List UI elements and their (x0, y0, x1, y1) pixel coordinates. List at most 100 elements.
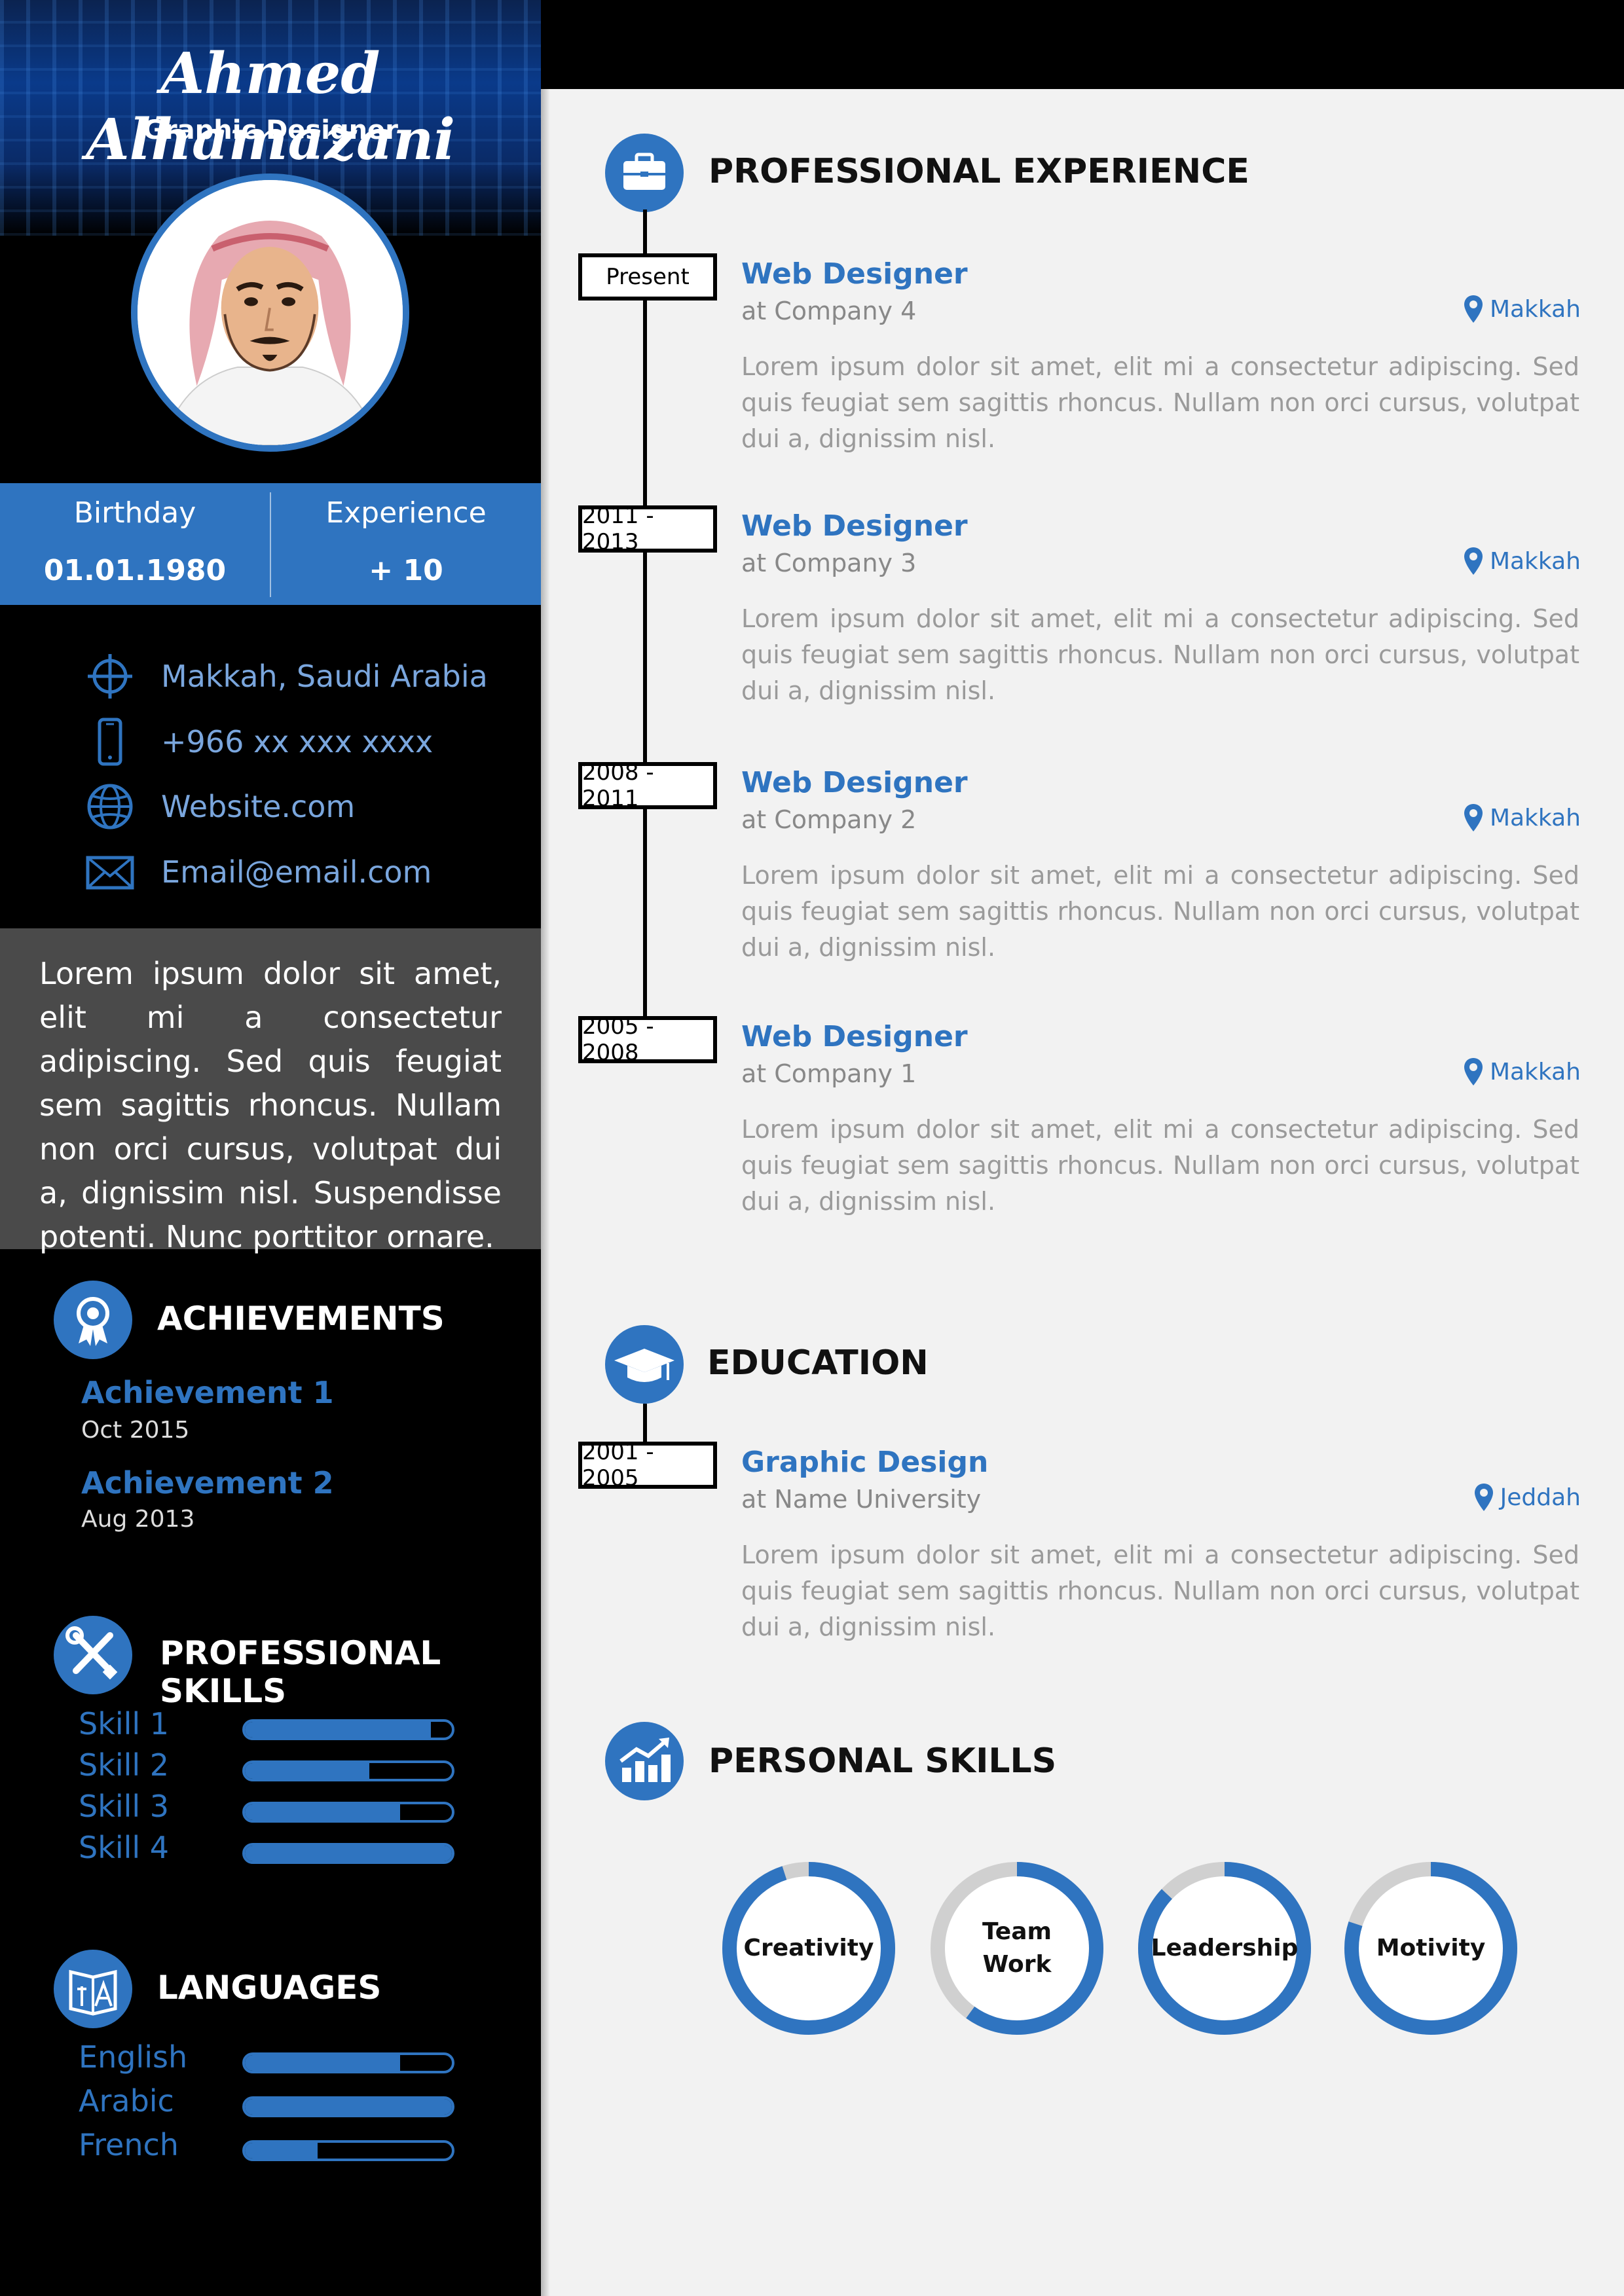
briefcase-icon (605, 134, 684, 212)
achievement-date: Oct 2015 (81, 1417, 190, 1444)
about-section: Lorem ipsum dolor sit amet, elit mi a co… (0, 928, 541, 1254)
skill-bar-fill (245, 1846, 452, 1861)
skill-donut: Creativity (717, 1857, 900, 2040)
entry-organization: at Company 1 (741, 1059, 917, 1088)
achievement-title: Achievement 1 (81, 1375, 334, 1410)
skill-donut: Motivity (1339, 1857, 1522, 2040)
skill-row: English (79, 2039, 471, 2079)
map-pin-icon (1464, 547, 1483, 575)
skill-row: Arabic (79, 2083, 471, 2123)
birthday-label: Birthday (73, 496, 196, 530)
column-shadow (541, 89, 550, 2296)
skill-bar-fill (245, 2143, 318, 2159)
skill-bar (242, 2096, 454, 2117)
entry-description: Lorem ipsum dolor sit amet, elit mi a co… (741, 604, 1579, 705)
skill-label: French (79, 2127, 179, 2162)
ribbon-icon (54, 1281, 132, 1359)
contact-website: Website.com (85, 780, 530, 833)
skill-bar-fill (245, 2055, 400, 2071)
skill-bar-fill (245, 1763, 369, 1779)
map-pin-icon (1474, 1484, 1493, 1511)
skill-label: Skill 1 (79, 1706, 170, 1741)
map-pin-icon (1464, 1058, 1483, 1085)
experience-value: + 10 (369, 554, 443, 587)
timeline-date: Present (578, 253, 717, 301)
location-label: Jeddah (1500, 1484, 1581, 1511)
skill-donut: Leadership (1133, 1857, 1316, 2040)
professional-skills-heading: PROFESSIONAL SKILLS (160, 1634, 441, 1710)
personal-skills-heading: PERSONAL SKILLS (709, 1741, 1057, 1781)
entry-location: Makkah (1462, 1057, 1581, 1087)
skill-bar (242, 1719, 454, 1740)
sidebar: Ahmed Alhamazani Graphic Designer Birthd… (0, 0, 541, 2296)
top-bar (541, 0, 1624, 89)
contact-phone: +966 xx xxx xxxx (85, 716, 530, 768)
person-name: Ahmed Alhamazani (85, 41, 456, 173)
donut-arc (931, 1862, 1103, 2035)
skill-bar (242, 2052, 454, 2073)
skill-bar-fill (245, 2099, 452, 2115)
avatar (131, 173, 409, 452)
entry-description: Lorem ipsum dolor sit amet, elit mi a co… (741, 1115, 1579, 1216)
languages-heading: LANGUAGES (157, 1969, 382, 2007)
person-title: Graphic Designer (143, 115, 398, 145)
map-pin-icon (1464, 804, 1483, 831)
growth-chart-icon (605, 1722, 684, 1800)
entry-organization: at Company 4 (741, 297, 917, 325)
entry-title: Web Designer (741, 509, 968, 543)
education-timeline (643, 1404, 647, 1447)
stats-bar: Birthday 01.01.1980 Experience + 10 (0, 483, 541, 605)
donut-arc (722, 1862, 895, 2035)
email-text[interactable]: Email@email.com (161, 854, 432, 890)
donut-label: Team Work (982, 1918, 1052, 1978)
donut-arc (1138, 1862, 1311, 2035)
map-pin-icon (1464, 295, 1483, 323)
contact-location: Makkah, Saudi Arabia (85, 650, 530, 702)
skill-row: Skill 2 (79, 1747, 471, 1787)
timeline-date: 2011 - 2013 (578, 503, 717, 555)
skill-bar (242, 1760, 454, 1781)
experience-timeline (643, 210, 647, 1057)
language-book-icon (54, 1950, 132, 2028)
donut-label: Leadership (1151, 1935, 1299, 1961)
graduation-cap-icon (605, 1325, 684, 1404)
donut-chart (1344, 1862, 1517, 2035)
entry-organization: at Name University (741, 1485, 982, 1514)
about-text: Lorem ipsum dolor sit amet, elit mi a co… (39, 956, 502, 1254)
birthday-value: 01.01.1980 (43, 554, 227, 587)
envelope-icon (86, 856, 134, 890)
location-label: Makkah (1489, 295, 1581, 323)
skill-bar-fill (245, 1804, 400, 1820)
donut-chart (1138, 1862, 1311, 2035)
skill-bar-fill (245, 1722, 432, 1738)
contact-email: Email@email.com (85, 846, 530, 898)
experience-label: Experience (325, 496, 487, 530)
skill-bar (242, 2140, 454, 2161)
skill-bar (242, 1843, 454, 1864)
location-text: Makkah, Saudi Arabia (161, 659, 488, 694)
skill-label: English (79, 2039, 188, 2075)
entry-description: Lorem ipsum dolor sit amet, elit mi a co… (741, 861, 1579, 962)
skill-row: Skill 4 (79, 1830, 471, 1869)
timeline-date: 2005 - 2008 (578, 1013, 717, 1066)
donut-chart (931, 1862, 1103, 2035)
skill-label: Arabic (79, 2083, 174, 2119)
entry-organization: at Company 3 (741, 549, 917, 577)
location-label: Makkah (1489, 547, 1581, 575)
entry-description: Lorem ipsum dolor sit amet, elit mi a co… (741, 352, 1579, 453)
skill-row: French (79, 2127, 471, 2166)
phone-icon (98, 718, 122, 766)
achievement-date: Aug 2013 (81, 1506, 195, 1533)
entry-title: Web Designer (741, 766, 968, 799)
donut-label: Creativity (743, 1935, 874, 1961)
skill-label: Skill 3 (79, 1789, 170, 1824)
skill-donut: Team Work (925, 1857, 1109, 2040)
skill-row: Skill 1 (79, 1706, 471, 1745)
website-text[interactable]: Website.com (161, 789, 356, 824)
phone-text: +966 xx xxx xxxx (161, 724, 434, 759)
location-label: Makkah (1489, 1058, 1581, 1085)
entry-location: Jeddah (1473, 1482, 1581, 1512)
entry-title: Web Designer (741, 1020, 968, 1053)
experience-heading: PROFESSIONAL EXPERIENCE (709, 152, 1249, 191)
entry-title: Graphic Design (741, 1446, 989, 1479)
